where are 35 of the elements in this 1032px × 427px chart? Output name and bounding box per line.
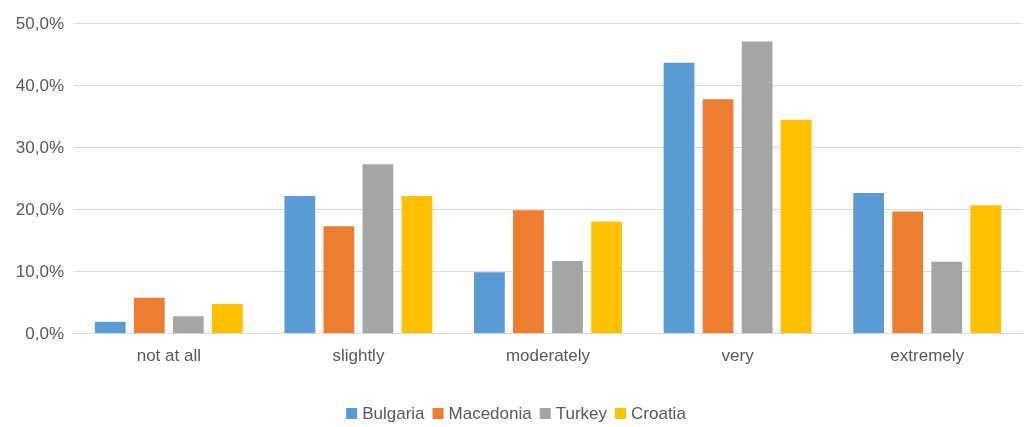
bar bbox=[133, 297, 165, 333]
bar bbox=[323, 226, 355, 333]
bar bbox=[780, 119, 812, 333]
legend-label: Bulgaria bbox=[362, 404, 426, 423]
bar bbox=[513, 210, 544, 333]
bar bbox=[702, 99, 734, 333]
y-tick-label: 10,0% bbox=[15, 261, 64, 281]
bar bbox=[212, 303, 243, 333]
bar bbox=[94, 321, 126, 333]
bar bbox=[591, 221, 622, 333]
y-tick-label: 20,0% bbox=[15, 199, 64, 219]
x-tick-label: slightly bbox=[332, 346, 385, 365]
x-tick-label: not at all bbox=[136, 346, 201, 365]
bar bbox=[741, 41, 773, 333]
legend-label: Macedonia bbox=[448, 404, 533, 423]
bar bbox=[970, 205, 1002, 333]
y-tick-label: 30,0% bbox=[15, 137, 64, 157]
bar bbox=[284, 195, 316, 333]
bar bbox=[931, 261, 963, 333]
x-tick-label: very bbox=[721, 346, 755, 365]
legend-label: Turkey bbox=[555, 404, 608, 423]
bar bbox=[474, 272, 505, 333]
y-tick-label: 50,0% bbox=[15, 13, 64, 33]
bar bbox=[552, 261, 583, 333]
bar bbox=[853, 192, 884, 333]
bar bbox=[401, 195, 433, 333]
y-tick-label: 40,0% bbox=[15, 75, 64, 95]
bar bbox=[172, 316, 204, 333]
bar bbox=[663, 62, 695, 333]
bar bbox=[362, 164, 394, 333]
y-tick-label: 0,0% bbox=[25, 323, 64, 343]
bar bbox=[892, 211, 924, 333]
x-tick-label: extremely bbox=[890, 346, 965, 365]
legend-label: Croatia bbox=[631, 404, 687, 423]
x-tick-label: moderately bbox=[505, 346, 591, 365]
